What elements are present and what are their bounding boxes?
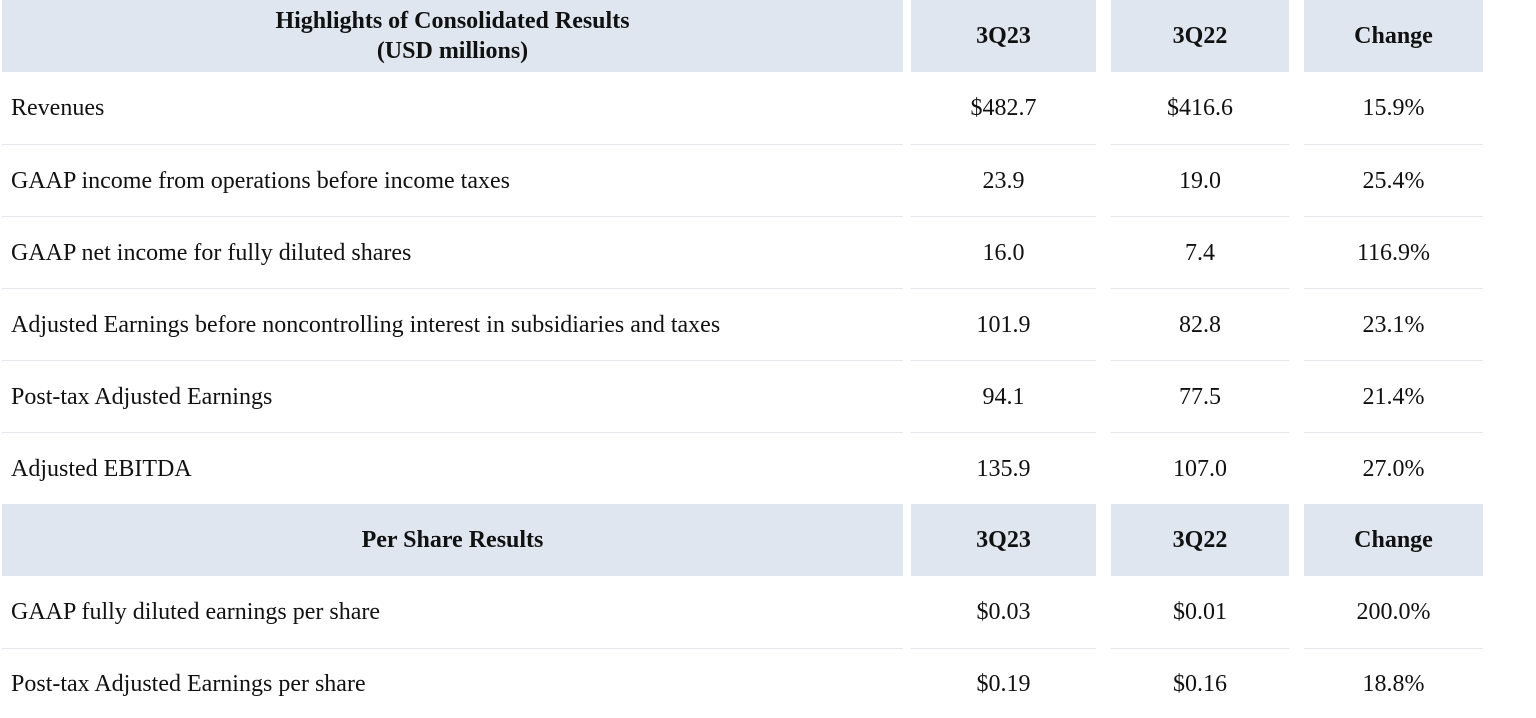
row-label: GAAP net income for fully diluted shares	[2, 216, 903, 288]
row-value: 135.9	[911, 432, 1096, 504]
row-value: $0.01	[1173, 599, 1227, 625]
header-title: Highlights of Consolidated Results (USD m…	[2, 0, 903, 72]
row-value: 116.9%	[1304, 216, 1483, 288]
row-value: 18.8%	[1304, 648, 1483, 718]
row-value: $482.7	[970, 95, 1037, 121]
row-value: $0.19	[911, 648, 1096, 718]
header-column: 3Q23	[911, 504, 1096, 576]
row-label: Adjusted Earnings before noncontrolling …	[2, 288, 903, 360]
row-value: 16.0	[911, 216, 1096, 288]
row-value: $416.6	[1167, 95, 1233, 121]
row-label: Revenues	[11, 95, 105, 121]
row-value: 27.0%	[1304, 432, 1483, 504]
row-label: Post-tax Adjusted Earnings per share	[2, 648, 903, 718]
row-value: 77.5	[1111, 360, 1289, 432]
row-value: 7.4	[1111, 216, 1289, 288]
header-column: 3Q22	[1111, 504, 1289, 576]
row-value: 94.1	[911, 360, 1096, 432]
row-value: $0.16	[1111, 648, 1289, 718]
row-value: 82.8	[1111, 288, 1289, 360]
header-title-line: (USD millions)	[376, 38, 529, 64]
row-value: 25.4%	[1304, 144, 1483, 216]
row-value: 107.0	[1111, 432, 1289, 504]
header-column: Change	[1304, 504, 1483, 576]
row-value: 15.9%	[1362, 95, 1425, 121]
header-column: Change	[1304, 0, 1483, 72]
row-value: 19.0	[1111, 144, 1289, 216]
row-value: $0.03	[976, 599, 1031, 625]
row-label: Adjusted EBITDA	[2, 432, 903, 504]
row-value: 23.1%	[1304, 288, 1483, 360]
row-value: 200.0%	[1356, 599, 1431, 625]
row-value: 101.9	[911, 288, 1096, 360]
row-label: Post-tax Adjusted Earnings	[2, 360, 903, 432]
row-label: GAAP fully diluted earnings per share	[11, 599, 381, 625]
row-label: GAAP income from operations before incom…	[2, 144, 903, 216]
header-title-line: Highlights of Consolidated Results	[275, 8, 630, 34]
row-value: 23.9	[911, 144, 1096, 216]
header-title: Per Share Results	[2, 504, 903, 576]
header-column: 3Q23	[911, 0, 1096, 72]
row-value: 21.4%	[1304, 360, 1483, 432]
header-column: 3Q22	[1111, 0, 1289, 72]
header-title-line: Per Share Results	[361, 527, 544, 553]
